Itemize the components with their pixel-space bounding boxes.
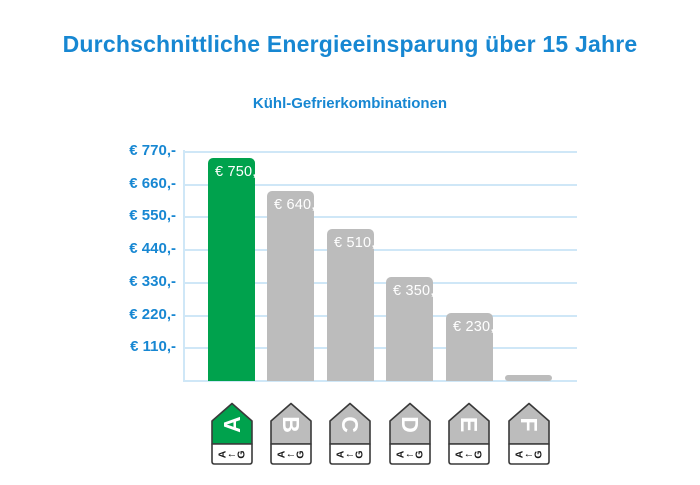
bar-value-label: € 350,- — [393, 283, 440, 299]
tag-scale-box — [508, 443, 550, 465]
tag-class-letter: B — [278, 416, 304, 433]
tag-scale-to: G — [533, 450, 545, 458]
y-tick-label: € 660,- — [129, 175, 176, 192]
bar-class-F — [505, 375, 552, 381]
y-tick-label: € 550,- — [129, 207, 176, 224]
tag-scale-to: G — [295, 450, 307, 458]
bar-class-E: € 230,- — [446, 313, 499, 381]
gridline — [183, 282, 577, 284]
tag-scale-from: A — [514, 450, 526, 458]
tag-scale-box — [329, 443, 371, 465]
tag-arrow-shape — [211, 402, 253, 445]
tag-scale-box — [448, 443, 490, 465]
tag-class-letter: C — [337, 416, 363, 433]
gridline — [183, 347, 577, 349]
tag-scale-box — [270, 443, 312, 465]
tag-arrow-shape — [329, 402, 371, 445]
y-tick-label: € 330,- — [129, 273, 176, 290]
tag-scale-to: G — [473, 450, 485, 458]
energy-class-tag-F: F A ← G — [508, 402, 550, 465]
energy-class-tag-A: A A ← G — [211, 402, 253, 465]
y-tick-label: € 440,- — [129, 240, 176, 257]
energy-class-tag-C: C A ← G — [329, 402, 371, 465]
tag-scale-box — [211, 443, 253, 465]
bar-class-B: € 640,- — [267, 191, 320, 381]
energy-class-tag-E: E A ← G — [448, 402, 490, 465]
tag-scale-from: A — [454, 450, 466, 458]
y-axis-line — [183, 150, 185, 382]
tag-class-letter: A — [219, 416, 245, 433]
bar-value-label: € 750,- — [215, 164, 262, 180]
tag-arrow-shape — [270, 402, 312, 445]
tag-scale-arrow-icon: ← — [524, 448, 535, 460]
tag-class-letter: D — [397, 416, 423, 433]
tag-scale-box — [389, 443, 431, 465]
energy-class-tag-D: D A ← G — [389, 402, 431, 465]
baseline-gridline — [183, 380, 577, 382]
chart-subtitle: Kühl-Gefrierkombinationen — [252, 95, 448, 112]
y-tick-label: € 220,- — [129, 306, 176, 323]
bar-class-A: € 750,- — [208, 158, 261, 381]
energy-class-tag-B: B A ← G — [270, 402, 312, 465]
tag-scale-to: G — [414, 450, 426, 458]
chart-title: Durchschnittliche Energieeinsparung über… — [62, 31, 638, 57]
tag-scale-arrow-icon: ← — [286, 448, 297, 460]
bar-value-label: € 230,- — [453, 319, 500, 335]
tag-scale-arrow-icon: ← — [345, 448, 356, 460]
tag-scale-from: A — [217, 450, 229, 458]
tag-arrow-shape — [389, 402, 431, 445]
tag-scale-from: A — [276, 450, 288, 458]
bar-class-C: € 510,- — [327, 229, 380, 381]
tag-arrow-shape — [448, 402, 490, 445]
tag-scale-from: A — [335, 450, 347, 458]
gridline — [183, 184, 577, 186]
bar-value-label: € 510,- — [334, 235, 381, 251]
tag-scale-to: G — [354, 450, 366, 458]
tag-class-letter: E — [456, 417, 482, 432]
tag-arrow-shape — [508, 402, 550, 445]
bar-value-label: € 640,- — [274, 197, 321, 213]
tag-scale-arrow-icon: ← — [227, 448, 238, 460]
bar-class-D: € 350,- — [386, 277, 439, 381]
tag-class-letter: F — [516, 417, 542, 431]
tag-scale-arrow-icon: ← — [464, 448, 475, 460]
gridline — [183, 216, 577, 218]
gridline — [183, 249, 577, 251]
y-tick-label: € 110,- — [130, 338, 176, 355]
tag-scale-to: G — [236, 450, 248, 458]
tag-scale-from: A — [395, 450, 407, 458]
tag-scale-arrow-icon: ← — [405, 448, 416, 460]
y-tick-label: € 770,- — [129, 142, 176, 159]
gridline — [183, 151, 577, 153]
gridline — [183, 315, 577, 317]
